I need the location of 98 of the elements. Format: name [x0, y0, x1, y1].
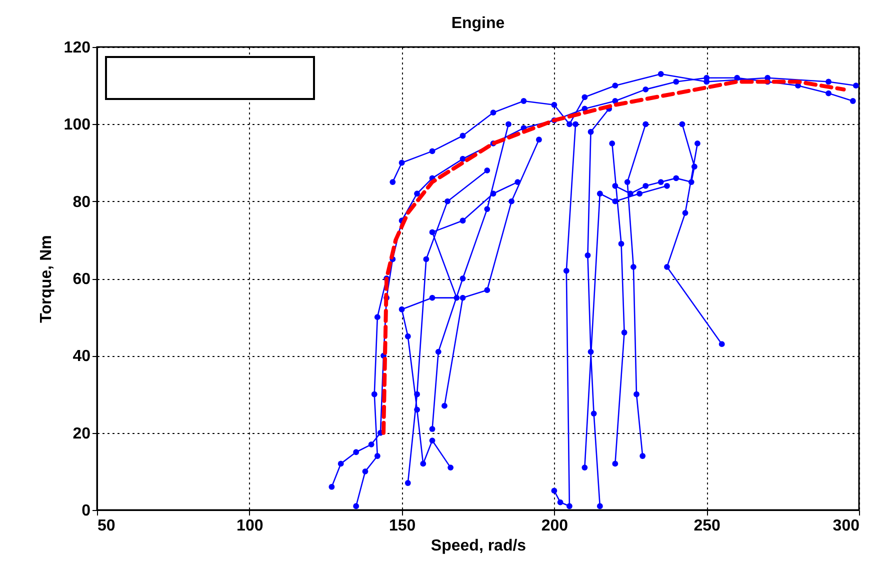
y-tick-label: 120	[64, 40, 91, 56]
point	[658, 71, 664, 77]
point	[636, 190, 642, 197]
point	[642, 86, 649, 92]
x-tick-label: 200	[541, 518, 568, 534]
point	[618, 240, 624, 247]
point	[423, 256, 430, 262]
point	[673, 175, 680, 182]
point	[374, 453, 380, 459]
point	[362, 468, 368, 474]
point	[398, 160, 405, 166]
point	[850, 98, 856, 104]
point	[682, 210, 688, 216]
point	[621, 330, 628, 336]
point	[448, 464, 454, 471]
point	[444, 198, 450, 204]
point	[420, 460, 426, 467]
point	[852, 82, 859, 89]
point	[630, 264, 636, 270]
point	[490, 110, 496, 116]
point	[673, 78, 680, 85]
point	[588, 128, 594, 135]
point	[658, 179, 664, 185]
point	[506, 121, 512, 128]
point	[826, 90, 832, 96]
x-tick-label: 150	[388, 518, 416, 534]
point	[640, 453, 646, 459]
point	[435, 348, 442, 355]
point	[353, 503, 360, 510]
point	[429, 148, 436, 154]
point	[612, 460, 618, 467]
point	[484, 206, 490, 212]
point	[551, 488, 558, 494]
point	[642, 182, 649, 189]
point	[442, 402, 448, 409]
point	[612, 198, 618, 204]
point	[338, 460, 344, 467]
point	[679, 121, 686, 128]
point	[596, 190, 603, 197]
y-tick-label: 20	[72, 425, 91, 442]
x-tick-label: 50	[98, 518, 116, 534]
point	[572, 121, 578, 128]
point	[536, 136, 542, 143]
point	[484, 287, 490, 294]
chart-title: Engine	[451, 15, 505, 32]
point	[624, 179, 630, 185]
point	[368, 441, 374, 448]
point	[551, 102, 558, 108]
point	[582, 464, 588, 471]
point	[634, 391, 640, 398]
point	[557, 499, 564, 506]
point	[404, 480, 411, 486]
point	[429, 426, 436, 432]
point	[694, 140, 700, 146]
point	[664, 182, 670, 189]
point	[460, 276, 466, 282]
y-tick-label: 80	[72, 194, 91, 211]
point	[612, 82, 618, 89]
y-tick-label: 60	[72, 271, 91, 288]
point	[596, 503, 603, 510]
point	[398, 306, 405, 312]
point	[460, 132, 466, 139]
point	[718, 341, 725, 348]
point	[566, 503, 572, 510]
point	[582, 94, 588, 100]
point	[460, 156, 466, 162]
point	[414, 391, 420, 398]
point	[584, 252, 591, 258]
x-tick-label: 100	[236, 518, 264, 534]
point	[414, 190, 420, 197]
point	[353, 449, 360, 456]
point	[664, 264, 670, 270]
x-tick-label: 250	[694, 518, 721, 534]
point	[642, 121, 649, 128]
point	[520, 98, 527, 104]
point	[566, 121, 572, 128]
point	[590, 410, 597, 416]
point	[460, 294, 466, 301]
point	[404, 333, 411, 340]
point	[563, 268, 570, 274]
point	[429, 294, 436, 301]
point	[371, 391, 378, 398]
point	[429, 229, 436, 236]
point	[429, 438, 436, 444]
y-tick-label: 40	[72, 348, 91, 366]
y-tick-label: 100	[64, 116, 91, 134]
point	[374, 314, 380, 320]
point	[390, 179, 396, 185]
point	[328, 484, 335, 490]
point	[508, 198, 514, 204]
point	[609, 140, 616, 146]
y-axis-title: Torque, Nm	[38, 235, 55, 323]
point	[826, 78, 832, 85]
point	[484, 168, 490, 174]
x-tick-label: 300	[832, 518, 860, 534]
x-axis-title: Speed, rad/s	[430, 538, 526, 554]
point	[460, 218, 466, 224]
y-tick-label: 0	[82, 502, 91, 520]
